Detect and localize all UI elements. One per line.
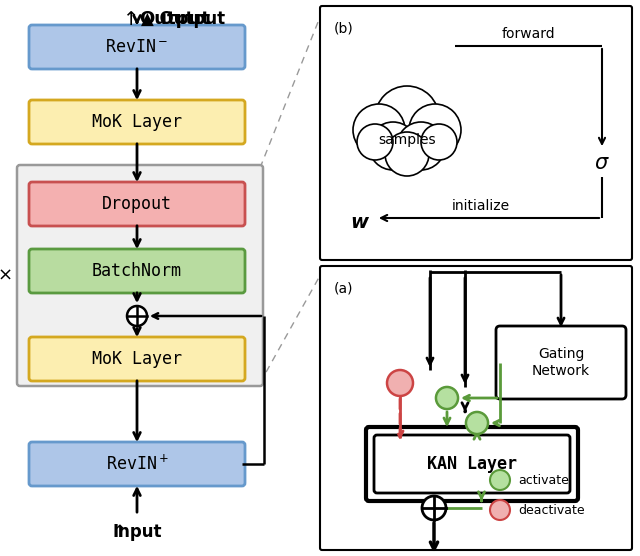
Text: activate: activate <box>518 474 569 486</box>
FancyBboxPatch shape <box>17 165 263 386</box>
FancyBboxPatch shape <box>320 266 632 550</box>
Text: (a): (a) <box>334 282 353 296</box>
Text: MoK Layer: MoK Layer <box>92 113 182 131</box>
Text: ▲ Output: ▲ Output <box>141 10 225 28</box>
Circle shape <box>369 122 417 170</box>
Circle shape <box>397 122 445 170</box>
Text: $\boldsymbol{w}$: $\boldsymbol{w}$ <box>350 214 370 232</box>
Text: Input: Input <box>112 523 162 541</box>
FancyBboxPatch shape <box>374 435 570 493</box>
Circle shape <box>357 124 393 160</box>
Text: RevIN$^-$: RevIN$^-$ <box>106 38 168 56</box>
Circle shape <box>385 132 429 176</box>
Circle shape <box>436 387 458 409</box>
Circle shape <box>387 370 413 396</box>
Circle shape <box>422 496 446 520</box>
Circle shape <box>127 306 147 326</box>
Text: RevIN$^+$: RevIN$^+$ <box>106 454 168 474</box>
Text: $\uparrow$: $\uparrow$ <box>109 523 125 541</box>
FancyBboxPatch shape <box>29 442 245 486</box>
FancyBboxPatch shape <box>29 249 245 293</box>
FancyBboxPatch shape <box>320 6 632 260</box>
Text: deactivate: deactivate <box>518 504 584 517</box>
Circle shape <box>353 104 405 156</box>
Circle shape <box>490 500 510 520</box>
FancyBboxPatch shape <box>29 337 245 381</box>
FancyBboxPatch shape <box>29 182 245 226</box>
FancyBboxPatch shape <box>29 100 245 144</box>
Text: $L\times$: $L\times$ <box>0 266 12 285</box>
Text: KAN Layer: KAN Layer <box>427 455 517 473</box>
Text: Dropout: Dropout <box>102 195 172 213</box>
Text: (b): (b) <box>334 22 354 36</box>
Text: BatchNorm: BatchNorm <box>92 262 182 280</box>
Circle shape <box>490 470 510 490</box>
FancyBboxPatch shape <box>29 25 245 69</box>
Text: samples: samples <box>378 133 436 147</box>
Text: $\sigma$: $\sigma$ <box>594 153 610 173</box>
FancyBboxPatch shape <box>496 326 626 399</box>
Text: $\uparrow$: $\uparrow$ <box>119 10 137 29</box>
Text: forward: forward <box>502 27 556 41</box>
Text: Output: Output <box>139 10 210 28</box>
Circle shape <box>421 124 457 160</box>
Circle shape <box>466 412 488 434</box>
Text: Gating
Network: Gating Network <box>532 348 590 378</box>
Text: initialize: initialize <box>452 199 510 213</box>
FancyBboxPatch shape <box>366 427 578 501</box>
Text: MoK Layer: MoK Layer <box>92 350 182 368</box>
Circle shape <box>409 104 461 156</box>
Circle shape <box>375 86 439 150</box>
